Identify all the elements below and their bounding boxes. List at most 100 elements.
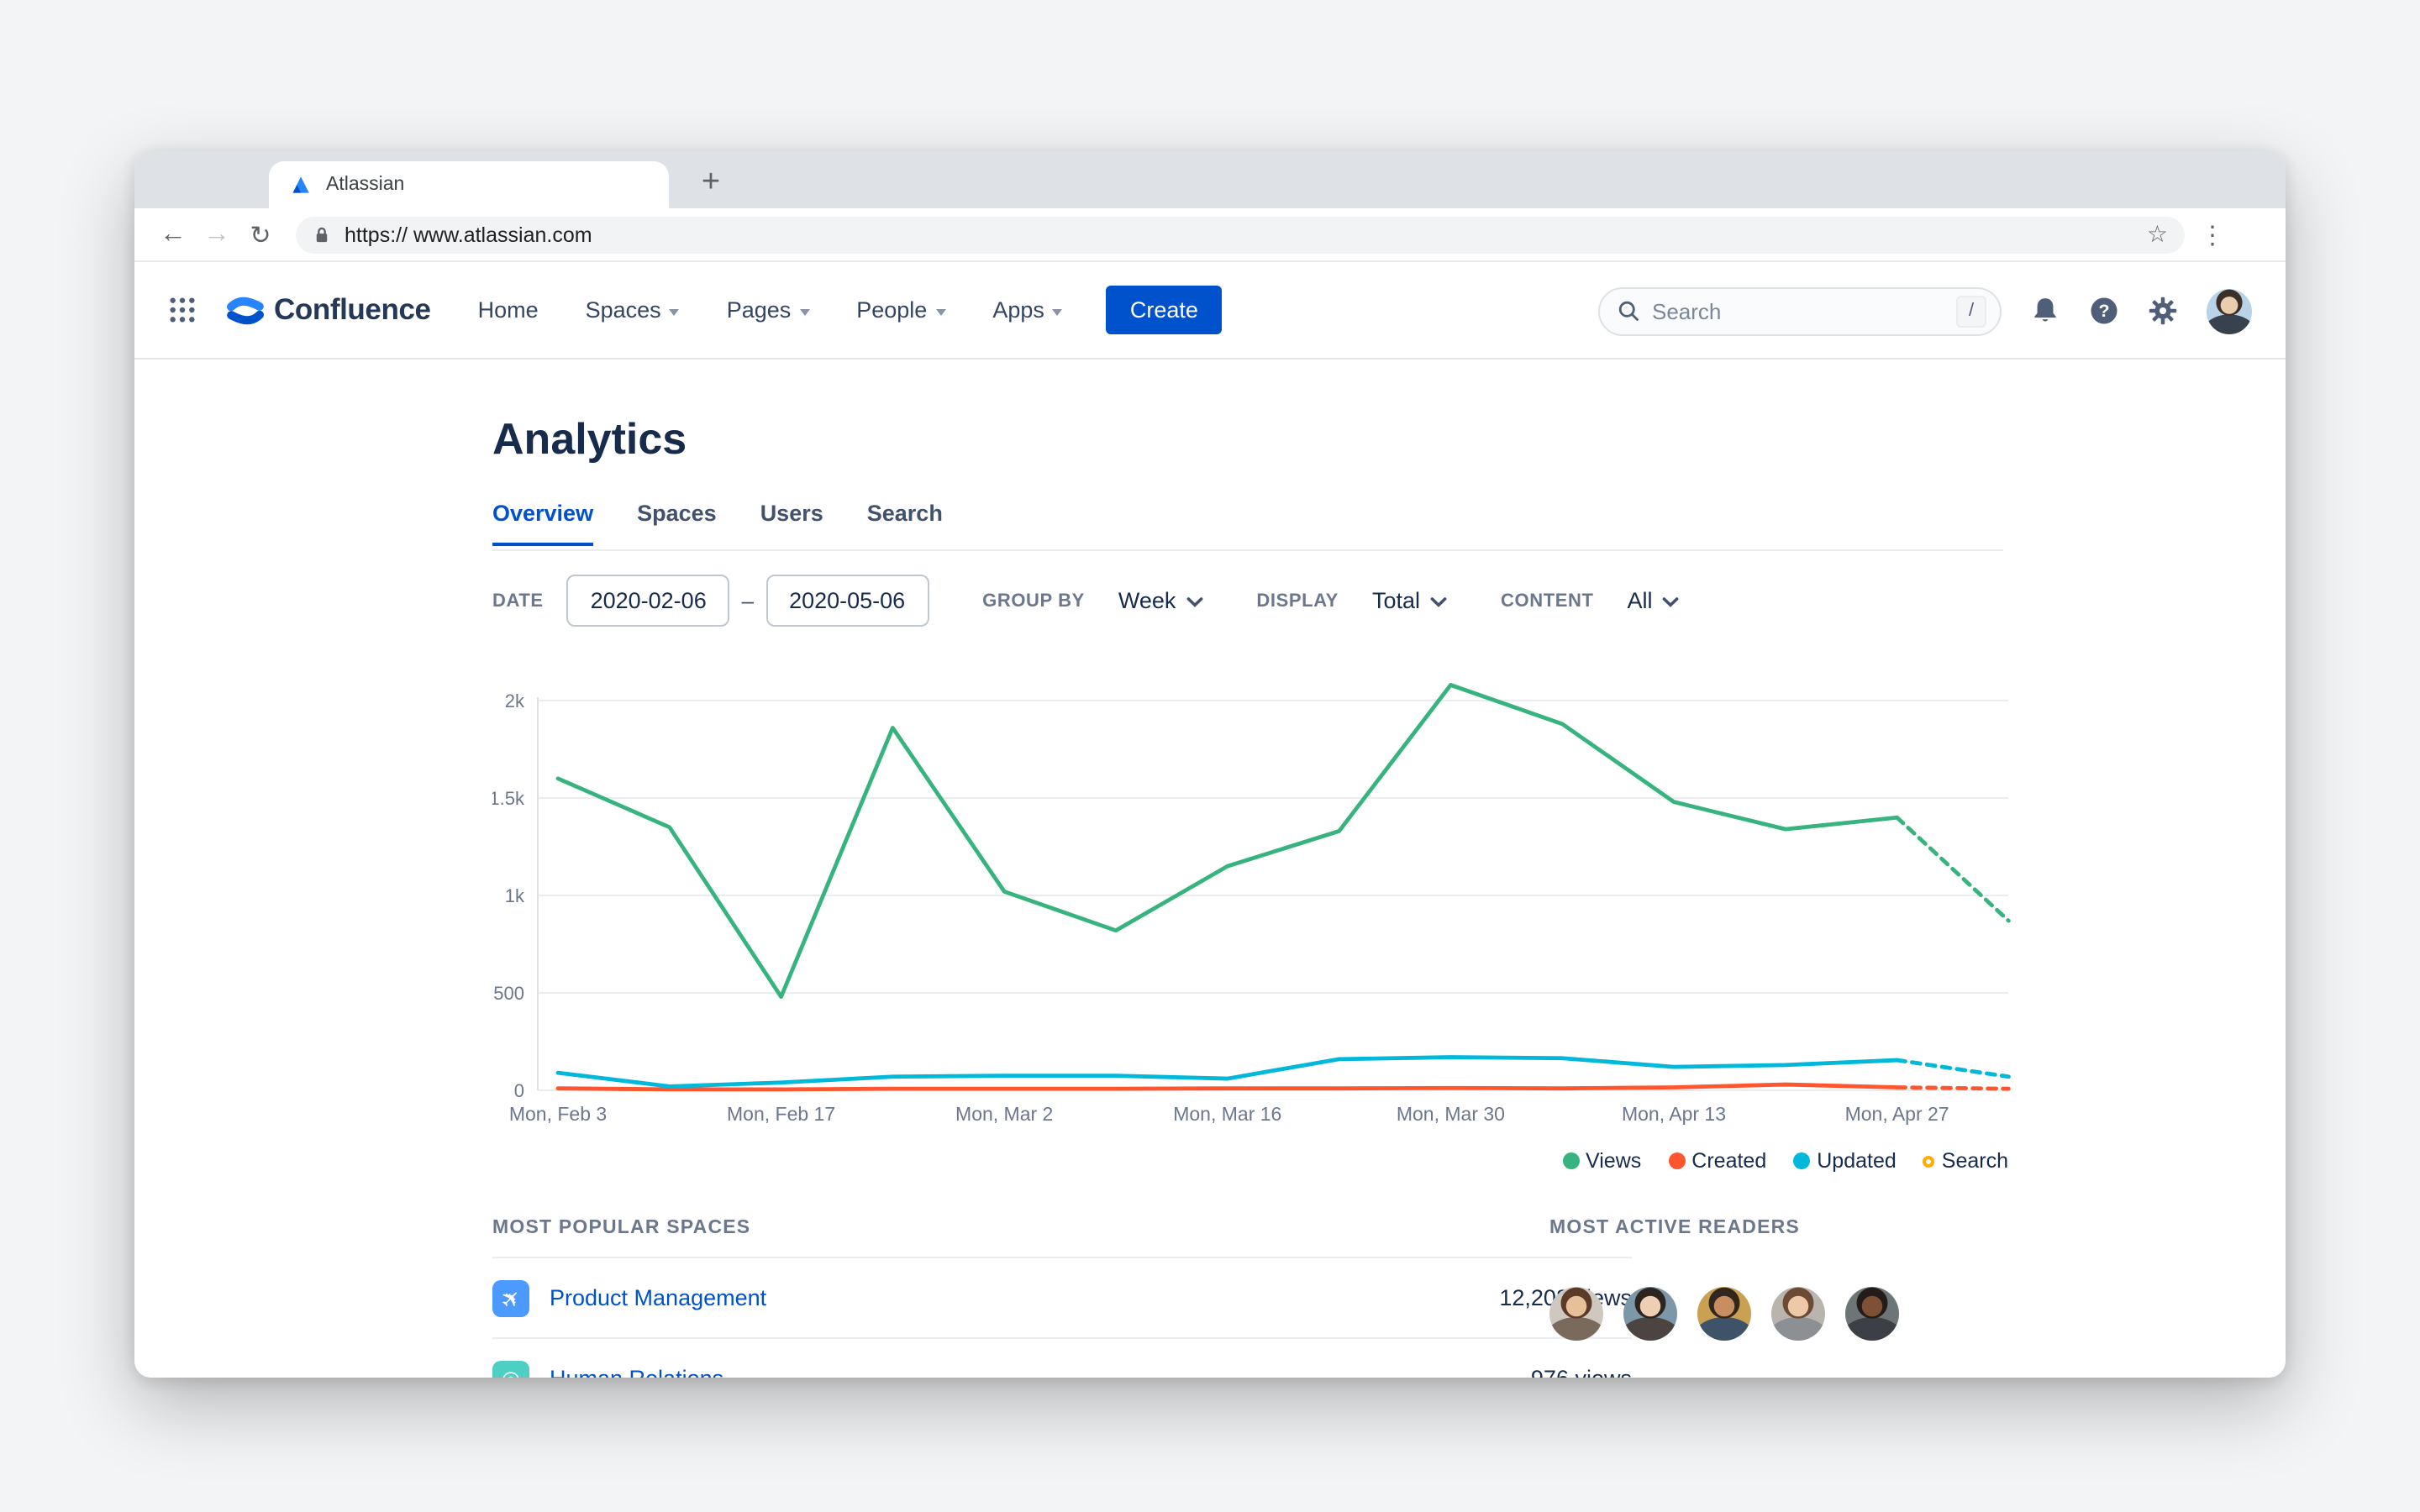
settings-gear-icon[interactable]: [2148, 296, 2178, 326]
tab-search[interactable]: Search: [866, 501, 943, 526]
content-label: CONTENT: [1501, 591, 1594, 611]
search-shortcut-badge: /: [1956, 295, 1986, 327]
browser-toolbar: ← → ↻ https:// www.atlassian.com ☆ ⋮: [134, 208, 2286, 262]
help-icon[interactable]: ?: [2089, 296, 2119, 326]
svg-text:1.5k: 1.5k: [492, 788, 525, 809]
reload-button[interactable]: ↻: [250, 221, 271, 249]
svg-text:500: 500: [493, 983, 524, 1004]
space-icon-product-management: ✈: [492, 1279, 529, 1316]
svg-text:Mon, Mar 2: Mon, Mar 2: [955, 1103, 1053, 1125]
popular-spaces-heading: MOST POPULAR SPACES: [492, 1218, 751, 1238]
views-series-dot: [1562, 1152, 1580, 1169]
space-row: ✈ Product Management 12,208 views: [492, 1258, 1632, 1337]
active-readers-heading: MOST ACTIVE READERS: [1549, 1218, 1800, 1238]
notifications-icon[interactable]: [2030, 296, 2060, 326]
svg-text:0: 0: [514, 1080, 524, 1101]
confluence-logo[interactable]: Confluence: [224, 288, 431, 332]
create-button[interactable]: Create: [1106, 286, 1222, 334]
search-input[interactable]: Search /: [1598, 286, 2002, 335]
search-series-dot: [1923, 1155, 1935, 1167]
browser-window: Atlassian + ← → ↻ https:// www.atlassian…: [134, 151, 2286, 1378]
navbar-right: Search / ?: [1598, 262, 2252, 360]
legend-created[interactable]: Created: [1668, 1149, 1766, 1173]
tab-overview[interactable]: Overview: [492, 501, 594, 546]
lock-icon: [316, 226, 328, 242]
nav-item-apps[interactable]: Apps: [992, 297, 1063, 323]
url-bar[interactable]: https:// www.atlassian.com ☆: [296, 216, 2185, 253]
analytics-chart: 0 500 1k 1.5k 2k Mon, Feb 3 Mon, Feb 17 Mon, Ma…: [492, 683, 2011, 1125]
group-by-label: GROUP BY: [982, 591, 1085, 611]
nav-item-spaces[interactable]: Spaces: [586, 297, 680, 323]
svg-text:Mon, Feb 17: Mon, Feb 17: [727, 1103, 835, 1125]
reader-avatar[interactable]: [1623, 1287, 1677, 1341]
url-text[interactable]: https:// www.atlassian.com: [345, 223, 592, 246]
created-series-dot: [1668, 1152, 1686, 1169]
tab-spaces[interactable]: Spaces: [637, 501, 717, 526]
search-icon: [1618, 301, 1639, 321]
legend-views[interactable]: Views: [1562, 1149, 1641, 1173]
legend-search[interactable]: Search: [1923, 1149, 2008, 1173]
back-button[interactable]: ←: [160, 219, 187, 248]
reader-avatar[interactable]: [1771, 1287, 1825, 1341]
atlassian-favicon: [292, 176, 309, 193]
analytics-tabs: Overview Spaces Users Search: [492, 501, 943, 546]
display-select[interactable]: Total: [1372, 588, 1447, 613]
active-readers-list: [1549, 1287, 1899, 1341]
search-placeholder: Search: [1652, 298, 1722, 323]
popular-spaces-list: ✈ Product Management 12,208 views ◎ Huma…: [492, 1257, 1632, 1378]
svg-text:Mon, Mar 30: Mon, Mar 30: [1397, 1103, 1505, 1125]
chevron-down-icon: [1430, 596, 1447, 608]
page-title: Analytics: [492, 413, 687, 464]
nav-item-pages[interactable]: Pages: [727, 297, 810, 323]
airplane-icon: ✈: [494, 1281, 528, 1315]
chevron-down-icon: [1663, 596, 1680, 608]
group-by-select[interactable]: Week: [1118, 588, 1203, 613]
space-link[interactable]: Human Relations: [550, 1366, 1511, 1378]
caret-down-icon: [669, 308, 680, 315]
browser-tab[interactable]: Atlassian: [269, 161, 669, 208]
new-tab-button[interactable]: +: [701, 165, 721, 200]
space-views-count: 976 views: [1531, 1366, 1632, 1378]
nav-item-people[interactable]: People: [856, 297, 946, 323]
user-avatar[interactable]: [2207, 288, 2252, 333]
svg-text:Mon, Mar 16: Mon, Mar 16: [1173, 1103, 1281, 1125]
space-link[interactable]: Product Management: [550, 1285, 767, 1310]
target-icon: ◎: [502, 1368, 521, 1378]
svg-text:Mon, Feb 3: Mon, Feb 3: [509, 1103, 607, 1125]
content-select[interactable]: All: [1628, 588, 1680, 613]
caret-down-icon: [799, 308, 810, 315]
svg-text:Mon, Apr 13: Mon, Apr 13: [1622, 1103, 1726, 1125]
tab-title: Atlassian: [326, 175, 405, 195]
updated-series-dot: [1793, 1152, 1811, 1169]
space-icon-human-relations: ◎: [492, 1360, 529, 1378]
svg-text:?: ?: [2098, 301, 2109, 321]
app-switcher-icon[interactable]: [168, 296, 197, 324]
legend-updated[interactable]: Updated: [1793, 1149, 1897, 1173]
browser-menu-icon[interactable]: ⋮: [2200, 221, 2225, 249]
display-label: DISPLAY: [1256, 591, 1339, 611]
svg-text:Mon, Apr 27: Mon, Apr 27: [1845, 1103, 1949, 1125]
chart-legend: Views Created Updated Search: [492, 1149, 2008, 1173]
bookmark-icon[interactable]: ☆: [2146, 220, 2168, 247]
divider: [492, 1337, 1632, 1339]
chevron-down-icon: [1186, 596, 1202, 608]
space-row: ◎ Human Relations 976 views: [492, 1339, 1632, 1378]
forward-button[interactable]: →: [203, 219, 230, 248]
reader-avatar[interactable]: [1549, 1287, 1603, 1341]
reader-avatar[interactable]: [1697, 1287, 1751, 1341]
app-navbar: Confluence Home Spaces Pages People Apps: [134, 262, 2286, 360]
main-menu: Home Spaces Pages People Apps: [478, 297, 1063, 323]
date-range-separator: –: [741, 588, 755, 613]
tab-users[interactable]: Users: [760, 501, 823, 526]
date-label: DATE: [492, 591, 544, 611]
date-to-input[interactable]: 2020-05-06: [765, 575, 929, 627]
date-from-input[interactable]: 2020-02-06: [566, 575, 730, 627]
reader-avatar[interactable]: [1845, 1287, 1899, 1341]
svg-text:1k: 1k: [505, 885, 525, 906]
divider: [492, 1257, 1632, 1258]
nav-item-home[interactable]: Home: [477, 297, 539, 323]
caret-down-icon: [1052, 308, 1063, 315]
svg-text:2k: 2k: [505, 690, 525, 711]
product-name: Confluence: [274, 292, 431, 326]
